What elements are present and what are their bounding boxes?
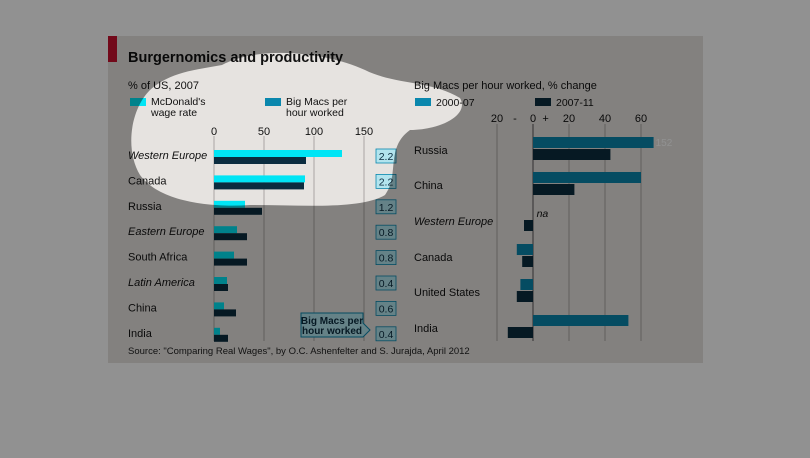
left-value-box-eastern-europe [375,224,397,240]
right-x-tick-label-1: - [513,113,517,125]
annotation-line-2: hour worked [302,326,362,337]
annotation-callout-box [300,312,371,338]
chart-title: Burgernomics and productivity [128,50,344,66]
right-chart-subtitle: Big Macs per hour worked, % change [414,80,597,92]
left-category-label-western-europe: Western Europe [128,150,207,162]
left-bar-bigmacs-western-europe [214,157,306,164]
left-bar-wage-rate-latin-america [214,277,227,284]
right-overflow-label: 152 [656,138,673,149]
right-x-tick-label-2: 0 [530,113,536,125]
right-bar-2007-11-india [507,327,533,338]
legend-swatch-bigmacs [265,98,281,106]
right-x-tick-label-4: 20 [563,113,575,125]
left-bar-bigmacs-india [214,334,228,342]
left-value-label-south-africa: 0.8 [379,253,394,265]
right-na-label-western-europe: na [537,208,549,220]
left-chart-subtitle: % of US, 2007 [128,80,199,92]
right-x-tick-label-6: 60 [635,113,647,125]
legend-swatch-2000-07 [415,98,431,106]
right-bar-2000-07-india [533,315,629,326]
left-category-label-latin-america: Latin America [128,277,195,289]
right-bar-2007-11-united-states [516,291,533,302]
left-value-box-latin-america [375,275,397,291]
right-bar-2000-07-canada [516,244,533,255]
left-value-box-india [375,326,397,342]
left-value-label-eastern-europe: 0.8 [379,227,394,239]
right-bar-2000-07-china [533,172,641,183]
left-bar-bigmacs-latin-america [214,284,228,291]
left-value-box-china [375,300,397,316]
left-bar-wage-rate-canada [214,175,305,183]
right-category-label-united-states: United States [414,287,481,299]
left-bar-bigmacs-south-africa [214,258,247,266]
legend-swatch-2007-11 [535,98,551,106]
left-value-box-south-africa [375,250,397,266]
left-bar-wage-rate-eastern-europe [214,226,237,234]
left-bar-wage-rate-china [214,302,224,310]
left-value-label-china: 0.6 [379,303,394,315]
left-value-label-western-europe: 2.2 [379,151,394,163]
legend-label-2007-11: 2007-11 [556,97,594,109]
left-category-label-canada: Canada [128,175,167,187]
right-bar-2007-11-canada [522,256,533,267]
left-bar-bigmacs-eastern-europe [214,233,247,241]
right-bar-2007-11-china [533,184,575,195]
left-value-box-canada [375,173,397,189]
left-category-label-eastern-europe: Eastern Europe [128,226,204,238]
left-category-label-russia: Russia [128,201,163,213]
right-x-tick-label-3: + [542,113,548,125]
left-category-label-india: India [128,328,153,340]
source-note: Source: "Comparing Real Wages", by O.C. … [128,346,470,357]
chart-plot-area: 0 50 100 150 Western Europe 2.2 Canada 2.2 Russi… [128,113,673,342]
right-bar-2000-07-united-states [520,279,533,290]
right-category-label-canada: Canada [414,252,453,264]
right-x-tick-label-0: 20 [491,113,503,125]
left-value-label-russia: 1.2 [379,202,394,214]
right-x-tick-label-5: 40 [599,113,611,125]
left-bar-wage-rate-south-africa [214,251,234,259]
legend-label-wage-rate: McDonald's wage rate [151,96,206,119]
left-category-label-south-africa: South Africa [128,252,188,264]
right-bar-2007-11-russia [533,149,611,160]
left-x-tick-label-2: 100 [305,126,323,138]
right-category-label-india: India [414,323,439,335]
left-bar-wage-rate-western-europe [214,150,342,157]
right-bar-2000-07-russia [533,137,654,148]
left-bar-wage-rate-india [214,327,220,335]
right-bar-2007-11-western-europe [524,220,533,231]
right-category-label-russia: Russia [414,145,449,157]
annotation-line-1: Big Macs per [301,316,363,327]
left-bar-bigmacs-russia [214,207,262,215]
left-value-label-latin-america: 0.4 [379,278,394,290]
legend-label-2000-07: 2000-07 [436,97,475,109]
chart-figure: Burgernomics and productivity % of US, 2… [108,36,703,363]
left-value-box-western-europe [375,148,397,164]
left-value-label-india: 0.4 [379,329,394,341]
legend-swatch-wage-rate [130,98,146,106]
left-x-tick-label-3: 150 [355,126,373,138]
left-x-tick-label-1: 50 [258,126,270,138]
left-value-box-russia [375,199,397,215]
red-accent-bar [108,36,117,62]
left-x-tick-label-0: 0 [211,126,217,138]
right-category-label-western-europe: Western Europe [414,216,493,228]
legend-label-bigmacs: Big Macs per hour worked [286,96,348,119]
right-category-label-china: China [414,180,444,192]
left-bar-bigmacs-china [214,309,236,317]
left-value-label-canada: 2.2 [379,176,394,188]
left-bar-wage-rate-russia [214,200,245,208]
left-category-label-china: China [128,302,158,314]
left-bar-bigmacs-canada [214,182,304,190]
